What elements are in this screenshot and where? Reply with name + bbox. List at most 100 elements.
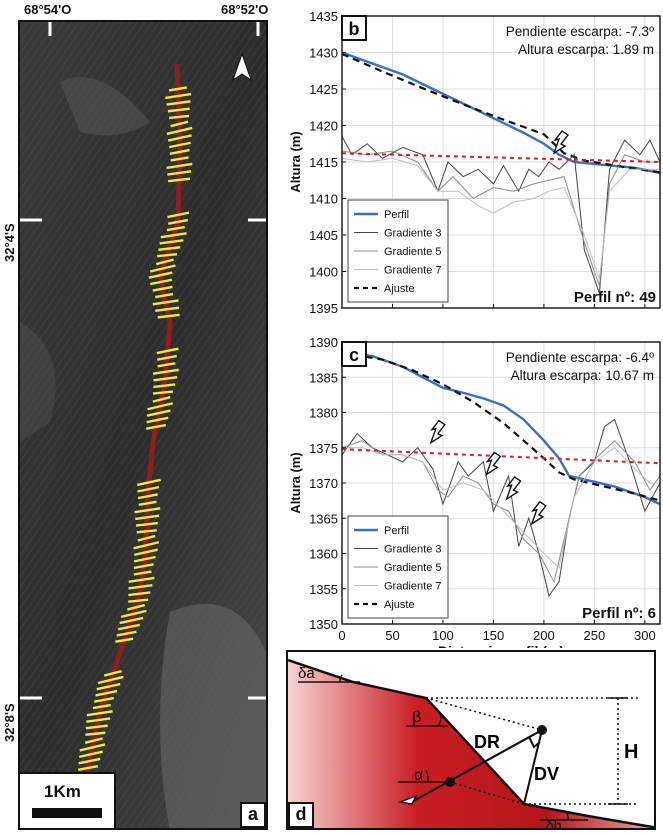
y-tick-label: 1420: [309, 119, 338, 134]
x-tick-label: 250: [584, 628, 606, 643]
fault-tick: [166, 126, 193, 136]
fault-tick: [152, 368, 179, 375]
fault-tick: [86, 717, 111, 723]
fault-tick: [85, 724, 108, 730]
scarp-diagram: δa β DR DV H α δb: [288, 658, 654, 828]
break-arrow-icon: [530, 500, 547, 526]
fault-tick: [103, 669, 122, 677]
legend-entry: Gradiente 3: [384, 228, 441, 240]
y-tick-label: 1430: [309, 46, 338, 61]
dr-label: DR: [474, 732, 500, 752]
legend-entry: Gradiente 5: [384, 562, 441, 574]
fault-trace: [76, 63, 183, 828]
series-ajuste-lineal: [341, 448, 661, 465]
fault-tick: [170, 120, 189, 128]
north-arrow-icon: [232, 52, 252, 82]
x-tick-label: 100: [432, 628, 454, 643]
panel-label-box: [341, 341, 367, 367]
lat-label-upper: 32°4'S: [2, 223, 17, 262]
fault-tick: [150, 278, 173, 286]
x-tick-label: 0: [338, 628, 345, 643]
break-arrow-icon: [429, 419, 446, 445]
series-gradiente-7: [342, 447, 660, 569]
fault-tick: [96, 682, 121, 691]
annotation-height: Altura escarpa: 10.67 m: [511, 368, 654, 383]
series-gradiente-5: [341, 150, 660, 287]
fault-tick: [128, 576, 155, 584]
fault-tick: [136, 478, 161, 487]
fault-tick: [158, 246, 181, 252]
series-ajuste: [341, 52, 661, 174]
lat-label-lower: 32°8'S: [2, 703, 17, 742]
y-tick-label: 1435: [309, 9, 338, 24]
fault-tick: [119, 616, 144, 625]
series-ajuste: [341, 351, 661, 502]
fault-tick: [166, 100, 191, 106]
legend-entry: Gradiente 5: [384, 246, 441, 258]
fault-tick: [137, 485, 160, 493]
fault-tick: [116, 630, 137, 637]
fault-tick: [167, 177, 191, 183]
fault-tick: [78, 757, 101, 765]
annotation-slope: Pendiente escarpa: -7.3º: [506, 24, 654, 39]
fault-tick: [168, 86, 188, 92]
x-axis-label: Distancia perfil (m): [438, 643, 564, 648]
panel-label-d: d: [288, 802, 314, 828]
x-tick-label: 50: [385, 628, 399, 643]
fault-tick: [155, 292, 174, 299]
fault-tick: [165, 92, 192, 100]
surface-line: [288, 658, 654, 828]
fault-tick: [167, 218, 189, 225]
legend-entry: Gradiente 7: [384, 265, 441, 277]
break-arrow-icon: [485, 451, 502, 477]
h-label: H: [624, 741, 638, 763]
fault-tick: [133, 563, 154, 570]
fault-tick: [152, 396, 171, 403]
panel-label-b: b: [349, 19, 360, 39]
fault-tick: [152, 285, 173, 292]
x-tick-label: 150: [483, 628, 505, 643]
fault-tick: [133, 555, 156, 563]
fault-tick: [97, 675, 124, 685]
hillshade-map: [20, 22, 266, 828]
beta-label: β: [412, 709, 421, 726]
fault-tick: [169, 148, 190, 155]
y-tick-label: 1385: [309, 370, 338, 385]
profile-number: Perfil nº: 49: [574, 289, 656, 306]
fault-tick: [157, 252, 178, 258]
fault-tick: [135, 514, 160, 521]
fault-tick: [167, 134, 192, 142]
series-perfil: [341, 51, 661, 175]
legend-entry: Perfil: [384, 525, 409, 537]
fault-tick: [120, 609, 147, 619]
fault-tick: [128, 598, 149, 603]
legend-entry: Gradiente 7: [384, 581, 441, 593]
fault-tick: [157, 313, 180, 319]
terrain-fill: [288, 660, 654, 828]
fault-tick: [93, 696, 115, 703]
y-tick-label: 1410: [309, 192, 338, 207]
legend-entry: Gradiente 3: [384, 544, 441, 556]
panel-label-c: c: [349, 345, 359, 365]
fault-tick: [149, 264, 176, 273]
panel-label-a: a: [240, 802, 266, 828]
legend-entry: Ajuste: [384, 283, 415, 295]
diagram-panel: δa β DR DV H α δb d: [286, 650, 656, 830]
y-tick-label: 1405: [309, 228, 338, 243]
y-tick-label: 1375: [309, 441, 338, 456]
fault-tick: [159, 239, 184, 245]
fault-tick: [127, 603, 146, 611]
fault-tick: [85, 731, 106, 736]
fault-tick: [167, 211, 190, 219]
fault-tick: [128, 591, 151, 597]
fault-tick: [156, 347, 179, 355]
fault-tick: [133, 548, 158, 557]
delta-a-label: δa: [298, 665, 315, 682]
fault-tick: [170, 156, 189, 162]
fault-tick: [168, 114, 190, 120]
fault-tick: [92, 703, 111, 710]
dv-label: DV: [534, 764, 559, 784]
fault-tick: [167, 107, 190, 113]
fault-tick: [157, 362, 176, 368]
lon-label-right: 68°52'O: [221, 2, 269, 17]
